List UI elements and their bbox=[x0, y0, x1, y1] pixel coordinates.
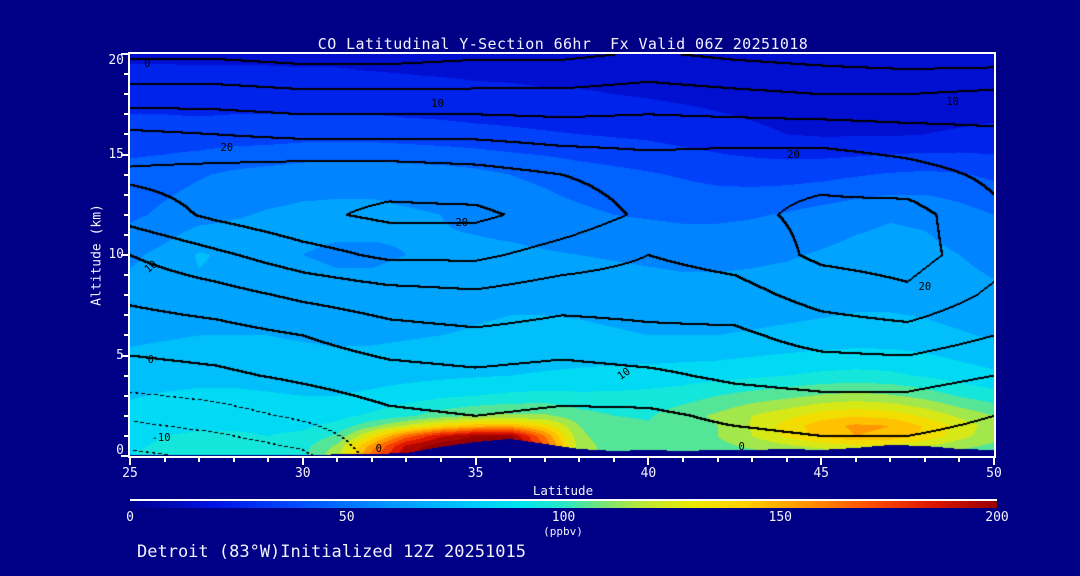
y-axis-title: Altitude (km) bbox=[89, 204, 105, 306]
x-minor-tick bbox=[786, 458, 788, 462]
y-tick-label: 0 bbox=[116, 443, 124, 458]
footer-text: Detroit (83°W)Initialized 12Z 20251015 bbox=[137, 542, 526, 562]
y-major-tick bbox=[121, 53, 128, 55]
x-tick-label: 45 bbox=[813, 466, 830, 481]
x-minor-tick bbox=[889, 458, 891, 462]
y-minor-tick bbox=[124, 113, 128, 115]
y-minor-tick bbox=[124, 395, 128, 397]
y-minor-tick bbox=[124, 174, 128, 176]
x-major-tick bbox=[820, 458, 822, 465]
y-minor-tick bbox=[124, 73, 128, 75]
x-tick-label: 25 bbox=[122, 466, 138, 481]
x-major-tick bbox=[475, 458, 477, 465]
x-tick-label: 35 bbox=[467, 466, 484, 481]
x-minor-tick bbox=[164, 458, 166, 462]
x-tick-label: 30 bbox=[294, 466, 311, 481]
colorbar-unit-label: (ppbv) bbox=[543, 525, 583, 538]
y-tick-label: 15 bbox=[108, 146, 124, 162]
y-tick-label: 5 bbox=[116, 347, 124, 363]
y-major-tick bbox=[121, 154, 128, 156]
x-minor-tick bbox=[233, 458, 235, 462]
y-minor-tick bbox=[124, 274, 128, 276]
x-minor-tick bbox=[509, 458, 511, 462]
x-tick-label: 50 bbox=[986, 466, 1002, 481]
x-minor-tick bbox=[578, 458, 580, 462]
y-minor-tick bbox=[124, 435, 128, 437]
x-minor-tick bbox=[717, 458, 719, 462]
x-major-tick bbox=[302, 458, 304, 465]
y-minor-tick bbox=[124, 133, 128, 135]
y-major-tick bbox=[121, 254, 128, 256]
colorbar-tick-label: 200 bbox=[985, 510, 1009, 525]
y-minor-tick bbox=[124, 234, 128, 236]
x-minor-tick bbox=[958, 458, 960, 462]
x-minor-tick bbox=[371, 458, 373, 462]
y-major-tick bbox=[121, 455, 128, 457]
colorbar-tick-label: 150 bbox=[768, 510, 792, 525]
x-minor-tick bbox=[924, 458, 926, 462]
x-major-tick bbox=[647, 458, 649, 465]
y-minor-tick bbox=[124, 214, 128, 216]
y-minor-tick bbox=[124, 415, 128, 417]
plot-frame: 0 10 10 20 20 20 20 10 10 0 -10 0 0 bbox=[128, 52, 996, 458]
colorbar-tick-label: 50 bbox=[338, 510, 355, 525]
y-tick-label: 10 bbox=[108, 247, 124, 262]
y-minor-tick bbox=[124, 375, 128, 377]
colorbar-tick-label: 100 bbox=[551, 510, 576, 525]
y-minor-tick bbox=[124, 194, 128, 196]
colorbar-tick-label: 0 bbox=[126, 510, 134, 525]
x-minor-tick bbox=[198, 458, 200, 462]
x-minor-tick bbox=[751, 458, 753, 462]
y-tick-label: 20 bbox=[108, 53, 124, 68]
y-minor-tick bbox=[124, 93, 128, 95]
x-axis-title: Latitude bbox=[532, 483, 594, 498]
y-minor-tick bbox=[124, 314, 128, 316]
x-minor-tick bbox=[682, 458, 684, 462]
x-major-tick bbox=[129, 458, 131, 465]
x-major-tick bbox=[993, 458, 995, 465]
x-minor-tick bbox=[855, 458, 857, 462]
x-minor-tick bbox=[544, 458, 546, 462]
colorbar bbox=[130, 499, 997, 508]
x-minor-tick bbox=[440, 458, 442, 462]
y-major-tick bbox=[121, 355, 128, 357]
x-minor-tick bbox=[267, 458, 269, 462]
y-minor-tick bbox=[124, 334, 128, 336]
x-minor-tick bbox=[405, 458, 407, 462]
contour-plot-canvas bbox=[130, 54, 994, 456]
x-tick-label: 40 bbox=[640, 466, 657, 481]
y-minor-tick bbox=[124, 294, 128, 296]
x-minor-tick bbox=[336, 458, 338, 462]
chart-title: CO Latitudinal Y-Section 66hr Fx Valid 0… bbox=[317, 35, 809, 53]
x-minor-tick bbox=[613, 458, 615, 462]
